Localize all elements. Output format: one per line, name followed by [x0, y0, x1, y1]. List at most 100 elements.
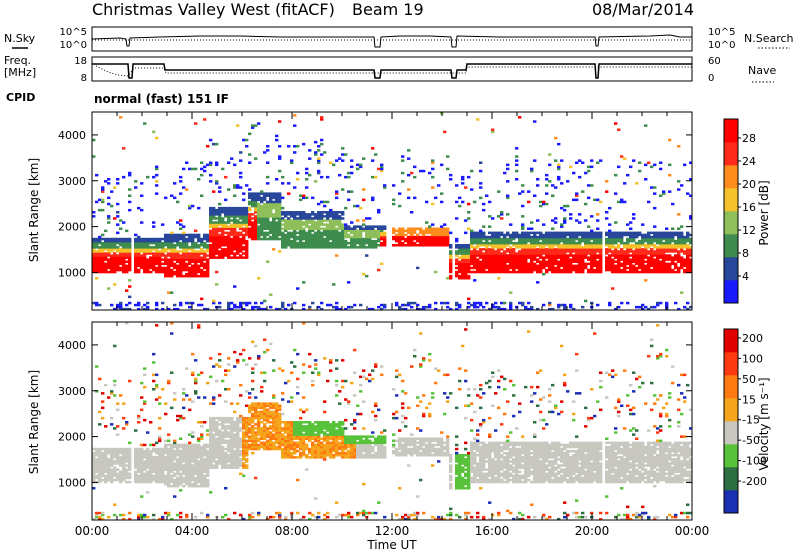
- power-cell: [152, 246, 156, 249]
- power-cell: [584, 235, 588, 239]
- power-cell: [134, 248, 138, 251]
- power-cell: [344, 225, 348, 228]
- power-cell: [308, 219, 312, 222]
- power-cell: [119, 307, 123, 311]
- velocity-cell: [161, 480, 165, 484]
- power-cell: [599, 231, 603, 235]
- power-cell: [227, 237, 231, 241]
- power-cell: [242, 227, 246, 230]
- velocity-cell: [203, 466, 207, 469]
- power-cell: [293, 223, 297, 226]
- velocity-cell: [92, 454, 96, 457]
- power-cell: [335, 215, 339, 218]
- power-cell: [587, 225, 591, 228]
- power-cell: [530, 270, 534, 274]
- power-cell: [590, 248, 594, 251]
- velocity-cell: [92, 517, 96, 521]
- power-cell: [515, 264, 519, 268]
- power-ytick-label: 1000: [58, 266, 86, 279]
- power-cell: [335, 217, 339, 220]
- velocity-cell: [167, 454, 171, 457]
- power-cell: [620, 233, 624, 237]
- power-cell: [254, 219, 258, 222]
- power-cell: [491, 250, 495, 253]
- power-cell: [215, 239, 219, 243]
- power-cell: [437, 227, 441, 230]
- velocity-cell: [167, 468, 171, 471]
- power-cell: [290, 219, 294, 222]
- velocity-cell: [185, 445, 189, 449]
- power-cell: [548, 266, 552, 270]
- velocity-cell: [107, 474, 111, 478]
- power-cell: [185, 274, 189, 278]
- power-cell: [344, 233, 348, 237]
- power-cell: [470, 241, 474, 245]
- power-cell: [590, 229, 594, 233]
- velocity-cell: [161, 449, 165, 453]
- power-cell: [311, 301, 315, 305]
- power-cell: [164, 250, 168, 253]
- power-cell: [464, 252, 468, 255]
- velocity-cell: [191, 476, 195, 480]
- power-cell: [305, 231, 309, 235]
- power-cell: [383, 186, 387, 189]
- power-cell: [407, 188, 411, 191]
- power-cell: [575, 244, 579, 247]
- power-cell: [221, 208, 225, 212]
- power-cell: [224, 252, 228, 255]
- power-cell: [479, 161, 483, 164]
- power-cell: [509, 307, 513, 311]
- velocity-cell: [119, 472, 123, 476]
- power-cell: [425, 229, 429, 233]
- velocity-cell: [209, 421, 213, 424]
- velocity-cell: [143, 456, 147, 459]
- power-cell: [107, 182, 111, 185]
- velocity-cell: [215, 460, 219, 463]
- power-cell: [227, 215, 231, 218]
- velocity-cell: [161, 478, 165, 482]
- velocity-cell: [209, 447, 213, 451]
- velocity-cell: [104, 458, 108, 461]
- power-cell: [575, 233, 579, 237]
- velocity-cell: [212, 460, 216, 463]
- power-cell: [512, 231, 516, 235]
- power-cell: [233, 239, 237, 243]
- power-cell: [92, 262, 96, 266]
- velocity-cell: [197, 451, 201, 455]
- power-cell: [482, 254, 486, 257]
- velocity-cell: [185, 468, 189, 471]
- power-cell: [569, 235, 573, 239]
- power-cell: [551, 256, 555, 259]
- power-cell: [512, 252, 516, 255]
- power-cell: [164, 258, 168, 261]
- power-cell: [500, 211, 504, 214]
- power-cell: [437, 229, 441, 233]
- power-cell: [647, 244, 651, 247]
- power-cell: [584, 171, 588, 175]
- power-cell: [542, 256, 546, 259]
- power-cell: [461, 252, 465, 255]
- power-cell: [686, 239, 690, 243]
- power-cell: [188, 301, 192, 305]
- velocity-cell: [158, 437, 162, 440]
- power-cell: [470, 303, 474, 307]
- power-cell: [230, 239, 234, 243]
- power-cell: [665, 303, 669, 307]
- power-cell: [236, 237, 240, 241]
- power-cell: [578, 254, 582, 257]
- power-cell: [515, 244, 519, 247]
- power-cell: [635, 266, 639, 270]
- power-cell: [488, 241, 492, 245]
- power-cell: [272, 202, 276, 206]
- power-cell: [659, 167, 663, 171]
- velocity-cell: [164, 449, 168, 453]
- power-cell: [248, 223, 252, 226]
- power-cell: [218, 246, 222, 249]
- power-cell: [524, 248, 528, 251]
- power-cell: [578, 270, 582, 274]
- power-cell: [188, 204, 192, 208]
- power-cell: [170, 246, 174, 249]
- power-cell: [215, 283, 219, 286]
- power-cell: [488, 266, 492, 270]
- power-cell: [590, 246, 594, 249]
